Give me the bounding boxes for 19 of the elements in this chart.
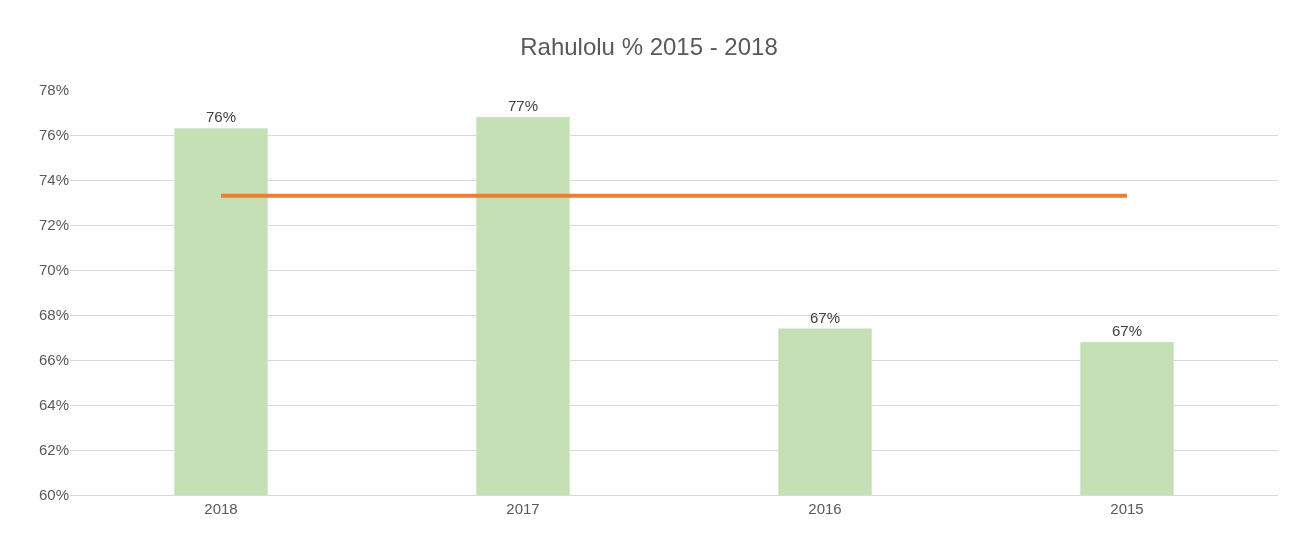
y-tick-label: 60% xyxy=(38,486,69,504)
data-label: 77% xyxy=(507,97,539,114)
x-tick-label: 2015 xyxy=(1110,500,1144,517)
y-tick-label: 74% xyxy=(38,171,69,189)
x-tick-label: 2017 xyxy=(506,500,540,517)
y-tick-label: 78% xyxy=(38,81,69,99)
chart-title: Rahulolu % 2015 - 2018 xyxy=(520,32,778,60)
x-tick-label: 2018 xyxy=(204,500,238,517)
y-tick-label: 66% xyxy=(38,351,69,369)
y-tick-label: 76% xyxy=(38,126,69,144)
y-tick-label: 72% xyxy=(38,216,69,234)
y-tick-label: 68% xyxy=(38,306,69,324)
x-tick-label: 2016 xyxy=(808,500,842,517)
data-label: 76% xyxy=(205,108,237,126)
data-label: 67% xyxy=(809,308,841,326)
y-tick-label: 62% xyxy=(38,441,69,459)
y-tick-label: 70% xyxy=(38,261,69,279)
data-label: 67% xyxy=(1111,322,1143,339)
y-tick-label: 64% xyxy=(38,396,69,414)
